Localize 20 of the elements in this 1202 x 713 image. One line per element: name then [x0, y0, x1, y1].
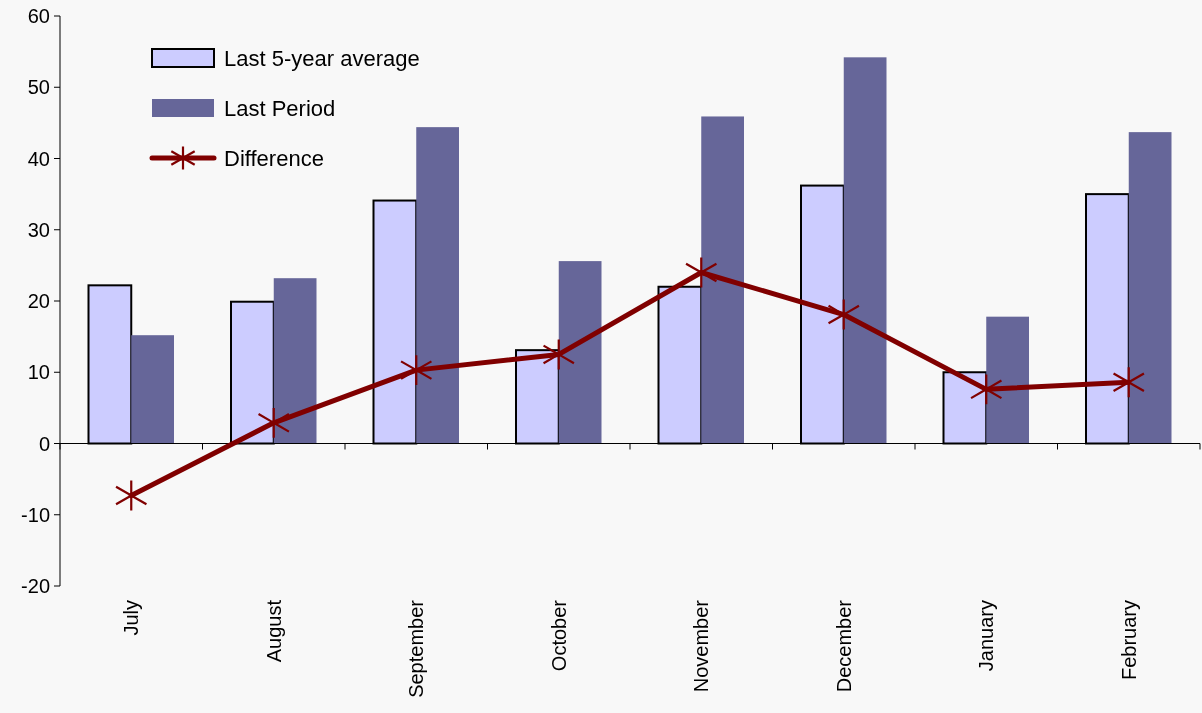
x-tick-label: January [975, 600, 998, 672]
x-tick-label: September [405, 599, 428, 698]
x-tick-label: December [832, 599, 855, 693]
y-tick-label: 0 [38, 432, 50, 455]
y-tick-label: 40 [27, 147, 50, 170]
x-tick-label: February [1117, 600, 1140, 681]
y-tick-label: 20 [27, 290, 50, 312]
y-tick-label: 10 [27, 361, 50, 384]
y-tick-label: 30 [27, 218, 50, 241]
x-tick-label: August [262, 599, 285, 663]
legend-label: Last Period [224, 95, 336, 121]
x-tick-label: October [547, 599, 570, 672]
y-tick-label: -10 [21, 503, 50, 526]
legend-label: Difference [224, 145, 324, 171]
x-tick-label: July [120, 600, 143, 636]
y-tick-label: 60 [27, 5, 50, 27]
x-tick-label: November [690, 599, 713, 693]
y-tick-label: 50 [27, 76, 50, 99]
y-tick-label: -20 [21, 575, 50, 597]
legend-label: Last 5-year average [224, 45, 420, 71]
